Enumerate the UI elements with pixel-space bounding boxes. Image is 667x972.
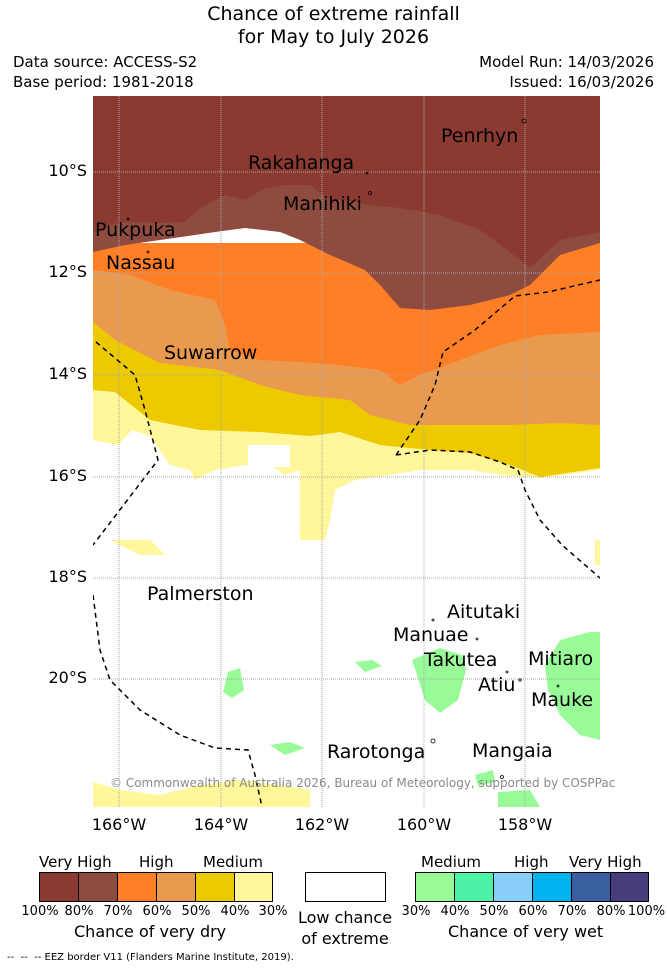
legend-dry-swatch xyxy=(78,872,118,902)
legend-wet-tick: 60% xyxy=(518,904,548,919)
legend-low-caption-2: of extreme xyxy=(301,929,389,948)
lat-label: 10°S xyxy=(48,161,87,180)
legend-wet-swatch xyxy=(454,872,494,902)
island-label-rarotonga: Rarotonga xyxy=(327,741,426,763)
legend-dry-tick: 30% xyxy=(258,904,288,919)
legend-wet-header-medium: Medium xyxy=(421,853,481,871)
island-label-takutea: Takutea xyxy=(424,649,498,671)
island-label-manihiki: Manihiki xyxy=(283,193,362,215)
island-label-penrhyn: Penrhyn xyxy=(441,125,519,147)
legend-wet-swatch xyxy=(610,872,649,902)
lon-label: 162°W xyxy=(294,815,350,834)
lat-label: 16°S xyxy=(48,466,87,485)
issued-date: Issued: 16/03/2026 xyxy=(509,73,654,91)
legend-dry-swatch xyxy=(156,872,196,902)
lon-label: 164°W xyxy=(193,815,249,834)
legend-dry-header-very-high: Very High xyxy=(39,853,112,871)
legend-wet-tick: 40% xyxy=(440,904,470,919)
island-label-palmerston: Palmerston xyxy=(147,583,254,605)
legend-wet-tick: 70% xyxy=(557,904,587,919)
region-dry-80-100 xyxy=(93,96,600,268)
legend-wet-tick: 50% xyxy=(479,904,509,919)
model-run: Model Run: 14/03/2026 xyxy=(479,53,654,71)
island-label-pukpuka: Pukpuka xyxy=(95,219,176,241)
legend-wet-tick: 30% xyxy=(401,904,431,919)
legend-dry-header-medium: Medium xyxy=(203,853,263,871)
legend-dry-tick: 80% xyxy=(64,904,94,919)
region-wet-30-40 xyxy=(412,648,466,713)
legend-wet-swatch xyxy=(493,872,533,902)
legend-wet-header-high: High xyxy=(514,853,549,871)
legend-dry-tick: 60% xyxy=(142,904,172,919)
legend-low-swatch xyxy=(305,872,386,902)
island-label-manuae: Manuae xyxy=(393,624,469,646)
legend-dry-swatch xyxy=(195,872,235,902)
lon-label: 160°W xyxy=(396,815,452,834)
legend-wet-tick: 100% xyxy=(627,904,666,919)
chart-title-line1: Chance of extreme rainfall xyxy=(207,3,460,25)
island-label-nassau: Nassau xyxy=(106,252,176,274)
legend-wet-swatch xyxy=(571,872,611,902)
legend-dry-tick: 100% xyxy=(21,904,59,919)
chart-title-line2: for May to July 2026 xyxy=(237,26,430,48)
base-period: Base period: 1981-2018 xyxy=(13,73,194,91)
legend-wet-header-very-high: Very High xyxy=(569,853,642,871)
eez-border-note: -- -- -- EEZ border V11 (Flanders Marine… xyxy=(7,952,294,963)
legend-dry-caption: Chance of very dry xyxy=(74,922,227,941)
island-label-mauke: Mauke xyxy=(531,689,594,711)
lat-label: 12°S xyxy=(48,262,87,281)
legend-low-caption-1: Low chance xyxy=(297,908,393,927)
legend-dry-swatch xyxy=(117,872,157,902)
legend-wet-swatch xyxy=(415,872,455,902)
island-label-rakahanga: Rakahanga xyxy=(248,152,355,174)
lat-label: 20°S xyxy=(48,668,87,687)
island-label-mangaia: Mangaia xyxy=(472,740,553,762)
legend-dry-tick: 50% xyxy=(181,904,211,919)
lon-label: 158°W xyxy=(497,815,553,834)
lat-label: 18°S xyxy=(48,567,87,586)
island-label-aitutaki: Aitutaki xyxy=(447,601,521,623)
eez-border xyxy=(93,279,600,807)
legend-wet-caption: Chance of very wet xyxy=(448,922,604,941)
copyright-notice: © Commonwealth of Australia 2026, Bureau… xyxy=(110,776,616,790)
legend-wet-swatch xyxy=(532,872,572,902)
island-label-suwarrow: Suwarrow xyxy=(164,342,258,364)
lat-label: 14°S xyxy=(48,364,87,383)
island-label-atiu: Atiu xyxy=(478,674,516,696)
legend-wet-tick: 80% xyxy=(596,904,626,919)
data-source: Data source: ACCESS-S2 xyxy=(13,53,198,71)
legend-dry-tick: 40% xyxy=(220,904,250,919)
legend-dry-swatch xyxy=(234,872,273,902)
legend-dry-swatch xyxy=(39,872,79,902)
island-label-mitiaro: Mitiaro xyxy=(528,648,594,670)
lon-label: 166°W xyxy=(91,815,147,834)
legend-dry-tick: 70% xyxy=(103,904,133,919)
legend-dry-header-high: High xyxy=(139,853,174,871)
